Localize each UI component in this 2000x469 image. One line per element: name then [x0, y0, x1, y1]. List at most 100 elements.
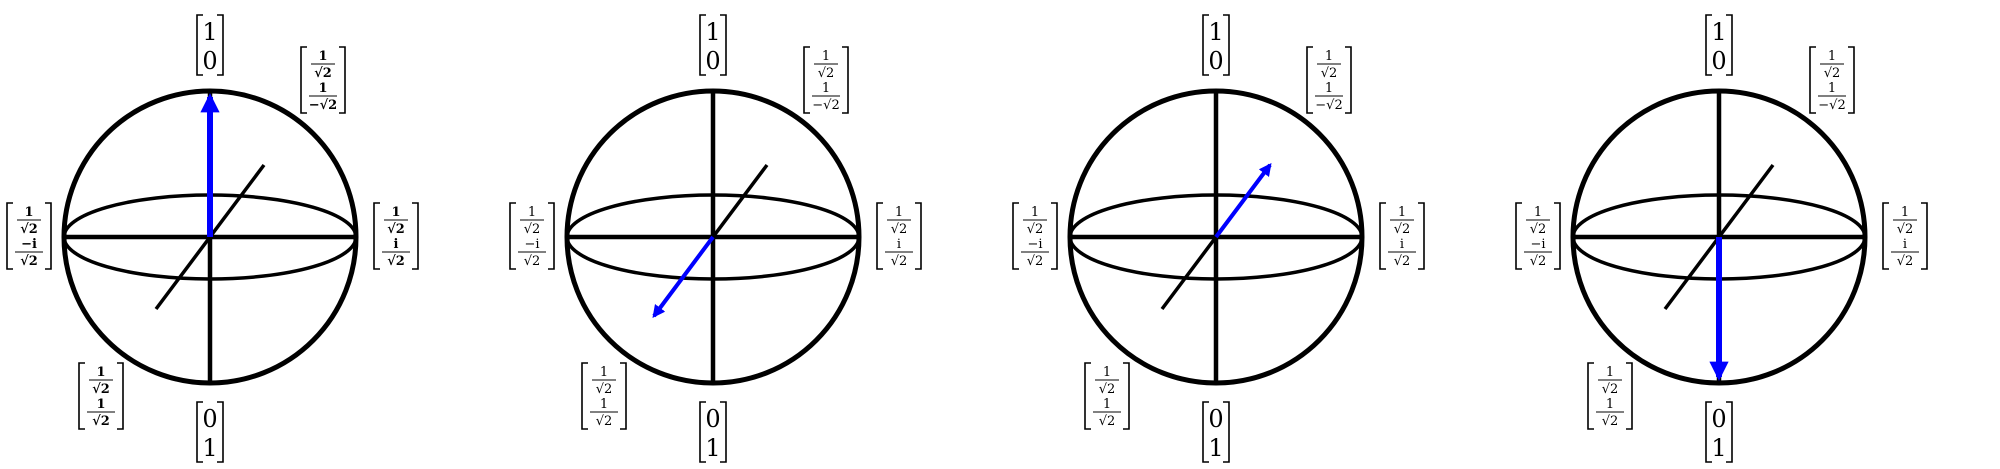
fraction-denominator: √2 — [524, 254, 541, 269]
fraction-denominator: √2 — [524, 222, 541, 237]
bracket — [1223, 401, 1230, 463]
vector-entry: 0 — [1208, 47, 1223, 75]
label-left-vector: 1√2−i√2 — [1012, 202, 1058, 270]
fraction-denominator: √2 — [1099, 382, 1116, 397]
bracket — [620, 362, 627, 430]
vector-entry: 1 — [705, 18, 720, 46]
bracket — [1587, 362, 1594, 430]
fraction-numerator: 1 — [1828, 81, 1836, 96]
label-bottom-left-vector: 1√21√2 — [78, 362, 124, 430]
vector-entry: 0 — [705, 405, 720, 433]
vector-entry: 0 — [1711, 405, 1726, 433]
bracket — [1223, 14, 1230, 76]
vector-entry: 1 — [1208, 434, 1223, 462]
label-top-right-vector: 1√21−√2 — [803, 46, 849, 114]
fraction-numerator: 1 — [1828, 49, 1836, 64]
label-bottom-vector: 01 — [196, 401, 224, 463]
label-bottom-vector: 01 — [1705, 401, 1733, 463]
fraction-numerator: 1 — [822, 81, 830, 96]
label-bottom-left-vector: 1√21√2 — [1084, 362, 1130, 430]
fraction-numerator: 1 — [1103, 365, 1111, 380]
fraction-denominator: √2 — [1321, 66, 1338, 81]
label-top-vector: 10 — [196, 14, 224, 76]
vector-entry: 0 — [1711, 47, 1726, 75]
fraction-denominator: √2 — [1897, 254, 1914, 269]
label-bottom-vector: 01 — [1202, 401, 1230, 463]
bracket — [1726, 401, 1733, 463]
bracket — [548, 202, 555, 270]
bracket — [117, 362, 124, 430]
bracket — [217, 14, 224, 76]
bracket — [6, 202, 13, 270]
bracket — [78, 362, 85, 430]
bracket — [1705, 14, 1712, 76]
fraction-numerator: i — [897, 237, 901, 252]
bracket — [876, 202, 883, 270]
bracket — [1051, 202, 1058, 270]
bracket — [1202, 14, 1209, 76]
bracket — [1626, 362, 1633, 430]
label-top-right-vector: 1√21−√2 — [1809, 46, 1855, 114]
fraction-denominator: √2 — [818, 66, 835, 81]
fraction-denominator: √2 — [20, 222, 38, 237]
vector-entry: 1 — [202, 434, 217, 462]
fraction-numerator: 1 — [528, 205, 536, 220]
label-left-vector: 1√2−i√2 — [6, 202, 52, 270]
state-vector-arrow — [652, 235, 715, 319]
vector-entry: 0 — [705, 47, 720, 75]
fraction-numerator: 1 — [1031, 205, 1039, 220]
fraction-numerator: 1 — [1901, 205, 1909, 220]
vector-entry: 1 — [1711, 434, 1726, 462]
bracket — [915, 202, 922, 270]
fraction-denominator: √2 — [1602, 382, 1619, 397]
fraction-denominator: −√2 — [1315, 98, 1342, 113]
bracket — [720, 401, 727, 463]
fraction-denominator: √2 — [387, 222, 405, 237]
fraction-denominator: √2 — [891, 254, 908, 269]
bracket — [1084, 362, 1091, 430]
bracket — [1123, 362, 1130, 430]
fraction-denominator: √2 — [596, 414, 613, 429]
fraction-numerator: −i — [1530, 237, 1545, 252]
fraction-denominator: √2 — [1027, 222, 1044, 237]
bracket — [1012, 202, 1019, 270]
bracket — [803, 46, 810, 114]
bracket — [1882, 202, 1889, 270]
fraction-numerator: 1 — [895, 205, 903, 220]
fraction-numerator: 1 — [96, 365, 105, 380]
bracket — [1345, 46, 1352, 114]
fraction-numerator: 1 — [1534, 205, 1542, 220]
fraction-numerator: 1 — [600, 365, 608, 380]
bracket — [1379, 202, 1386, 270]
fraction-numerator: 1 — [1103, 397, 1111, 412]
fraction-denominator: −√2 — [812, 98, 839, 113]
fraction-numerator: 1 — [1398, 205, 1406, 220]
vector-entry: 0 — [202, 47, 217, 75]
label-bottom-left-vector: 1√21√2 — [581, 362, 627, 430]
label-right-vector: 1√2i√2 — [876, 202, 922, 270]
fraction-denominator: √2 — [92, 382, 110, 397]
fraction-denominator: √2 — [1602, 414, 1619, 429]
fraction-numerator: −i — [1027, 237, 1042, 252]
bracket — [217, 401, 224, 463]
bracket — [581, 362, 588, 430]
bracket — [373, 202, 380, 270]
fraction-numerator: 1 — [1606, 397, 1614, 412]
fraction-denominator: √2 — [1897, 222, 1914, 237]
bracket — [339, 46, 346, 114]
bracket — [699, 14, 706, 76]
label-top-vector: 10 — [699, 14, 727, 76]
label-right-vector: 1√2i√2 — [1882, 202, 1928, 270]
bracket — [196, 14, 203, 76]
fraction-denominator: √2 — [1027, 254, 1044, 269]
label-bottom-left-vector: 1√21√2 — [1587, 362, 1633, 430]
fraction-numerator: i — [1903, 237, 1907, 252]
fraction-numerator: 1 — [600, 397, 608, 412]
label-top-vector: 10 — [1705, 14, 1733, 76]
label-top-vector: 10 — [1202, 14, 1230, 76]
fraction-numerator: 1 — [1325, 81, 1333, 96]
vector-entry: 0 — [202, 405, 217, 433]
